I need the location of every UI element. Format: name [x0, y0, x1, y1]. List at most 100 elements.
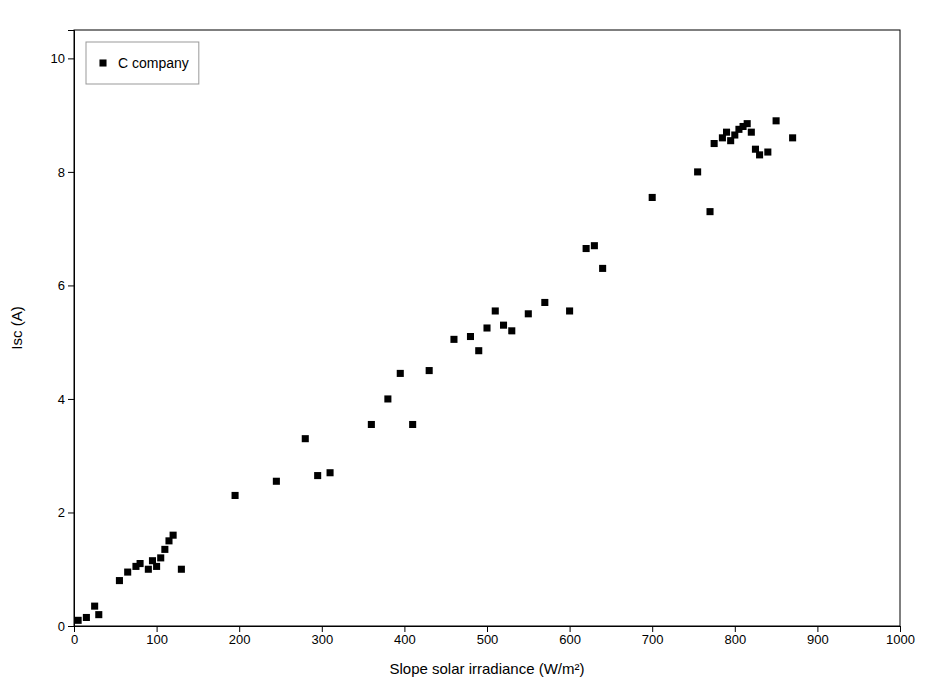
point: [475, 347, 482, 354]
tick-label: 0: [58, 619, 65, 634]
tick: 500: [477, 626, 499, 647]
points: [75, 117, 797, 624]
point: [409, 421, 416, 428]
point: [649, 194, 656, 201]
point: [711, 140, 718, 147]
tick-label: 100: [146, 632, 168, 647]
point: [91, 603, 98, 610]
point: [706, 208, 713, 215]
y-axis-title: Isc (A): [8, 306, 25, 349]
tick-mark: [570, 626, 571, 632]
axis-line: [75, 627, 901, 633]
point: [744, 120, 751, 127]
point: [397, 370, 404, 377]
tick: 0: [58, 619, 74, 634]
tick: 600: [559, 626, 581, 647]
point: [145, 566, 152, 573]
point: [599, 265, 606, 272]
point: [426, 367, 433, 374]
x-axis-title: Slope solar irradiance (W/m²): [389, 660, 584, 677]
chart: 0 100 200 300 400 500 600 700 800 900 1000 0 2 4 6 8 10 C…: [0, 0, 936, 690]
legend: C company: [86, 42, 199, 84]
tick-mark: [68, 626, 74, 627]
point: [756, 151, 763, 158]
tick-label: 4: [58, 392, 65, 407]
axis-line: [68, 31, 75, 627]
point: [384, 395, 391, 402]
tick: 6: [58, 278, 74, 293]
point: [95, 611, 102, 618]
legend-label: C company: [118, 55, 189, 71]
point: [157, 554, 164, 561]
point: [170, 532, 177, 539]
tick-label: 6: [58, 278, 65, 293]
point: [327, 469, 334, 476]
point: [368, 421, 375, 428]
tick-label: 300: [311, 632, 333, 647]
point: [723, 129, 730, 136]
tick-mark: [68, 399, 74, 400]
tick: 0: [71, 626, 78, 647]
point: [789, 134, 796, 141]
point: [161, 546, 168, 553]
tick: 800: [724, 626, 746, 647]
legend-swatch: [99, 59, 106, 66]
point: [83, 614, 90, 621]
point: [483, 324, 490, 331]
point: [232, 492, 239, 499]
point: [591, 242, 598, 249]
tick-mark: [68, 285, 74, 286]
tick: 10: [51, 51, 74, 66]
tick-label: 600: [559, 632, 581, 647]
tick-label: 900: [807, 632, 829, 647]
point: [450, 336, 457, 343]
tick-mark: [68, 58, 74, 59]
point: [525, 310, 532, 317]
tick-mark: [239, 626, 240, 632]
point: [302, 435, 309, 442]
tick-mark: [817, 626, 818, 632]
tick-mark: [900, 626, 901, 632]
tick-label: 200: [229, 632, 251, 647]
tick: 4: [58, 392, 74, 407]
y-axis: 0 2 4 6 8 10: [51, 31, 75, 634]
point: [153, 563, 160, 570]
point: [583, 245, 590, 252]
point: [748, 129, 755, 136]
point: [124, 569, 131, 576]
tick-label: 700: [642, 632, 664, 647]
plot-frame: [74, 30, 900, 626]
point: [773, 117, 780, 124]
tick-label: 8: [58, 165, 65, 180]
point: [116, 577, 123, 584]
point: [178, 566, 185, 573]
point: [314, 472, 321, 479]
tick-mark: [404, 626, 405, 632]
tick: 300: [311, 626, 333, 647]
tick: 2: [58, 505, 74, 520]
tick-mark: [68, 172, 74, 173]
tick-label: 500: [477, 632, 499, 647]
tick: 200: [229, 626, 251, 647]
point: [566, 307, 573, 314]
tick: 400: [394, 626, 416, 647]
tick-label: 10: [51, 51, 65, 66]
tick: 1000: [886, 626, 915, 647]
tick-mark: [652, 626, 653, 632]
point: [467, 333, 474, 340]
point: [492, 307, 499, 314]
tick-mark: [157, 626, 158, 632]
tick: 700: [642, 626, 664, 647]
tick-mark: [487, 626, 488, 632]
point: [764, 149, 771, 156]
tick-mark: [735, 626, 736, 632]
tick-label: 1000: [886, 632, 915, 647]
tick-label: 2: [58, 505, 65, 520]
plot: 0 100 200 300 400 500 600 700 800 900 1000 0 2 4 6 8 10 C…: [51, 30, 915, 647]
point: [500, 322, 507, 329]
point: [75, 617, 82, 624]
tick: 8: [58, 165, 74, 180]
x-axis: 0 100 200 300 400 500 600 700 800 900 1000: [71, 626, 915, 647]
legend-frame: [86, 42, 199, 84]
point: [137, 560, 144, 567]
